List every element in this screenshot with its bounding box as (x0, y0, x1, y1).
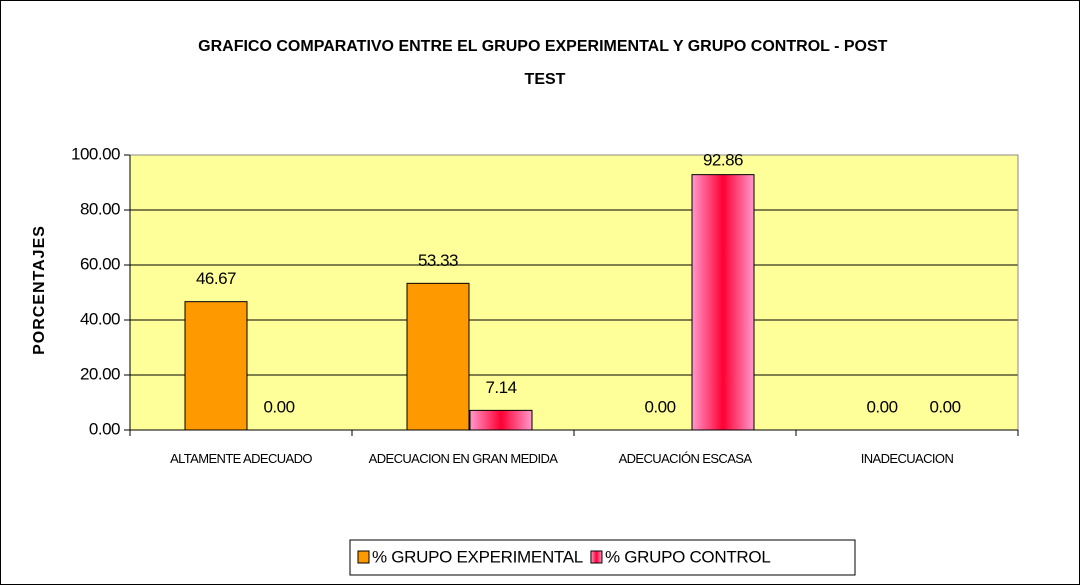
data-label: 0.00 (644, 397, 675, 416)
x-tick-label: INADECUACION (860, 451, 954, 466)
legend-label: % GRUPO CONTROL (605, 547, 771, 566)
bar (469, 409, 533, 431)
bar (691, 174, 755, 431)
x-tick-label: ALTAMENTE ADECUADO (170, 451, 312, 466)
data-label: 0.00 (929, 397, 960, 416)
y-tick-label: 100.00 (71, 144, 120, 163)
legend-swatch (590, 550, 603, 564)
y-tick-label: 80.00 (80, 199, 120, 218)
y-tick-label: 0.00 (89, 419, 120, 438)
data-label: 46.67 (196, 269, 236, 288)
y-tick-label: 60.00 (80, 254, 120, 273)
data-label: 92.86 (703, 150, 743, 169)
y-tick-label: 40.00 (80, 309, 120, 328)
legend-swatch (357, 550, 370, 564)
x-tick-label: ADECUACION EN GRAN MEDIDA (368, 451, 558, 466)
plot-area (130, 155, 1018, 430)
bar (184, 301, 248, 431)
y-tick-label: 20.00 (80, 364, 120, 383)
x-tick-label: ADECUACIÓN ESCASA (618, 451, 752, 466)
y-axis-label: PORCENTAJES (31, 225, 48, 355)
legend-box (349, 539, 856, 576)
data-label: 53.33 (418, 251, 458, 270)
chart-title: GRAFICO COMPARATIVO ENTRE EL GRUPO EXPER… (198, 38, 892, 88)
data-label: 7.14 (485, 378, 516, 397)
data-label: 0.00 (263, 397, 294, 416)
bar (406, 282, 470, 431)
legend-label: % GRUPO EXPERIMENTAL (372, 547, 583, 566)
data-label: 0.00 (866, 397, 897, 416)
